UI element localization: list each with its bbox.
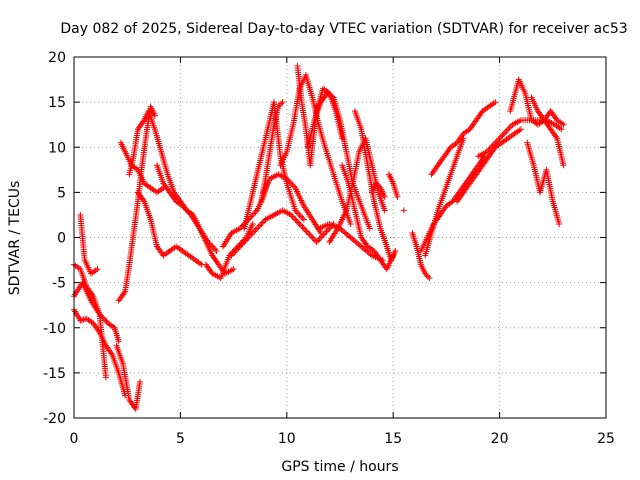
data-point-marker: [293, 217, 300, 224]
data-point-marker: [400, 207, 407, 214]
data-point-marker: [302, 226, 309, 233]
data-point-marker: [292, 216, 299, 223]
data-point-marker: [306, 231, 313, 238]
x-tick-label: 25: [597, 431, 615, 447]
data-point-marker: [310, 236, 317, 243]
axis-ticks: 0 5 10 15 20 25 -20 -15 -10 -5 0 5 10 15 20: [43, 50, 615, 447]
data-marks: [71, 63, 567, 412]
data-point-marker: [289, 181, 296, 188]
data-point-marker: [313, 239, 320, 246]
data-point-marker: [424, 273, 431, 280]
data-point-marker: [258, 220, 265, 227]
y-tick-label: -10: [43, 321, 66, 337]
y-tick-label: -5: [52, 276, 66, 292]
data-point-marker: [256, 222, 263, 229]
data-point-marker: [115, 338, 122, 345]
data-point-marker: [503, 127, 510, 134]
y-tick-label: 10: [48, 140, 66, 156]
data-point-marker: [366, 225, 373, 232]
data-point-marker: [303, 228, 310, 235]
x-tick-label: 15: [384, 431, 402, 447]
y-tick-label: 0: [57, 231, 66, 247]
data-point-marker: [426, 275, 433, 282]
data-point-marker: [209, 243, 216, 250]
data-point-marker: [309, 234, 316, 241]
data-point-marker: [295, 210, 302, 217]
data-point-marker: [296, 220, 303, 227]
data-point-marker: [296, 211, 303, 218]
data-point-marker: [517, 126, 524, 133]
data-point-marker: [103, 318, 110, 325]
data-point-marker: [213, 248, 220, 255]
data-point-marker: [394, 193, 401, 200]
data-point-marker: [560, 162, 567, 169]
data-point-marker: [259, 219, 266, 226]
y-tick-label: -20: [43, 411, 66, 427]
data-point-marker: [255, 223, 262, 230]
x-axis-label: GPS time / hours: [281, 459, 398, 475]
data-point-marker: [307, 232, 314, 239]
y-axis-label: SDTVAR / TECUs: [7, 181, 23, 296]
data-point-marker: [560, 121, 567, 128]
data-point-marker: [94, 266, 101, 273]
chart-title: Day 082 of 2025, Sidereal Day-to-day VTE…: [60, 21, 627, 37]
data-point-marker: [381, 207, 388, 214]
data-point-marker: [299, 223, 306, 230]
data-point-marker: [381, 193, 388, 200]
data-point-marker: [299, 214, 306, 221]
data-point-marker: [502, 129, 509, 136]
data-point-marker: [279, 99, 286, 106]
data-point-marker: [305, 229, 312, 236]
data-point-marker: [320, 231, 327, 238]
data-point-marker: [300, 225, 307, 232]
y-tick-label: 5: [57, 185, 66, 201]
x-tick-label: 20: [491, 431, 509, 447]
data-point-marker: [297, 213, 304, 220]
data-point-marker: [499, 132, 506, 139]
y-tick-label: 20: [48, 50, 66, 66]
data-point-marker: [102, 374, 109, 381]
data-point-marker: [300, 216, 307, 223]
data-point-marker: [278, 100, 285, 107]
data-point-marker: [297, 222, 304, 229]
data-point-marker: [558, 126, 565, 133]
data-point-marker: [254, 225, 261, 232]
data-point-marker: [136, 378, 143, 385]
data-point-marker: [317, 229, 324, 236]
data-point-marker: [249, 220, 256, 227]
data-point-marker: [500, 130, 507, 137]
y-tick-label: -15: [43, 366, 66, 382]
data-point-marker: [315, 237, 322, 244]
data-point-marker: [230, 266, 237, 273]
data-point-marker: [323, 228, 330, 235]
x-tick-label: 5: [176, 431, 185, 447]
data-point-marker: [316, 236, 323, 243]
data-point-marker: [251, 210, 258, 217]
data-point-marker: [492, 99, 499, 106]
data-point-marker: [505, 126, 512, 133]
data-point-marker: [295, 219, 302, 226]
data-point-marker: [556, 220, 563, 227]
data-point-marker: [290, 214, 297, 221]
data-point-marker: [506, 124, 513, 131]
data-point-marker: [249, 229, 256, 236]
x-tick-label: 0: [70, 431, 79, 447]
data-point-marker: [347, 220, 354, 227]
data-point-marker: [102, 317, 109, 324]
data-point-marker: [151, 112, 158, 119]
y-tick-label: 15: [48, 95, 66, 111]
x-tick-label: 10: [278, 431, 296, 447]
data-point-marker: [392, 248, 399, 255]
